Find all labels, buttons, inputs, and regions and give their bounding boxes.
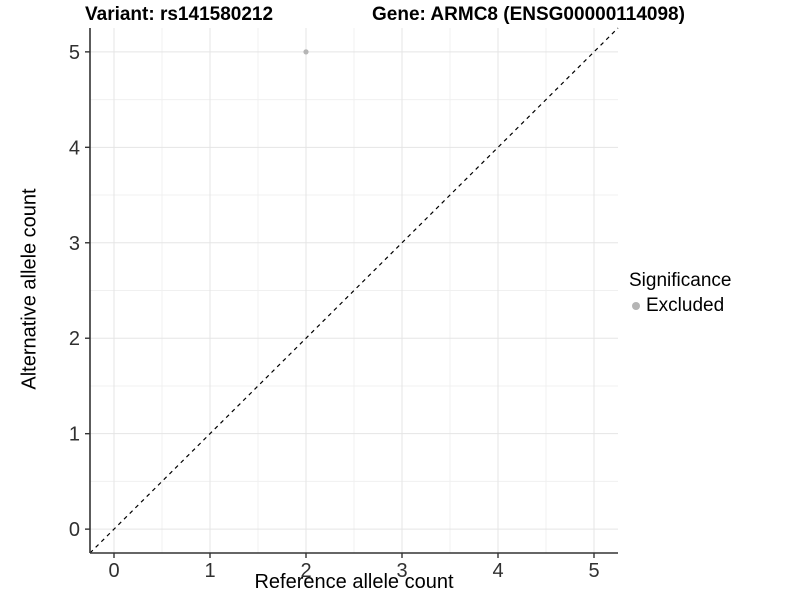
y-tick-label: 5	[69, 42, 80, 64]
legend-title: Significance	[629, 270, 732, 291]
legend-item-excluded: Excluded	[629, 295, 731, 317]
y-tick-label: 0	[69, 519, 80, 541]
gene-title: Gene: ARMC8 (ENSG00000114098)	[372, 4, 685, 25]
x-axis-title: Reference allele count	[254, 571, 454, 593]
y-axis-title: Alternative allele count	[18, 188, 41, 390]
data-point	[303, 49, 309, 55]
x-tick-label: 0	[108, 560, 119, 582]
x-tick-label: 4	[492, 560, 503, 582]
y-tick-label: 1	[69, 424, 80, 446]
x-tick-label: 2	[300, 560, 311, 582]
y-tick-label: 4	[69, 137, 80, 159]
x-tick-label: 3	[396, 560, 407, 582]
x-tick-label: 5	[588, 560, 599, 582]
x-tick-label: 1	[204, 560, 215, 582]
y-tick-label: 2	[69, 328, 80, 350]
legend-item-label: Excluded	[646, 295, 725, 316]
y-tick-label: 3	[69, 233, 80, 255]
variant-title: Variant: rs141580212	[85, 4, 274, 25]
excluded-point-icon	[632, 302, 640, 310]
legend: Significance Excluded	[629, 270, 731, 317]
